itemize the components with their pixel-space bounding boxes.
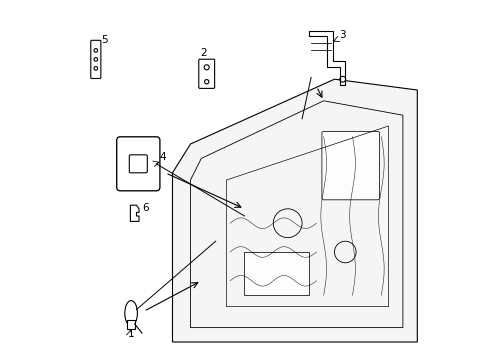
Text: 3: 3 — [338, 30, 345, 40]
Polygon shape — [309, 31, 345, 85]
FancyBboxPatch shape — [199, 59, 214, 88]
Text: 5: 5 — [101, 35, 108, 45]
Text: 1: 1 — [127, 329, 134, 339]
Text: 4: 4 — [160, 152, 166, 162]
FancyBboxPatch shape — [91, 40, 101, 78]
FancyBboxPatch shape — [321, 131, 379, 200]
Text: 6: 6 — [142, 203, 148, 213]
Bar — [244, 252, 309, 295]
Text: 2: 2 — [200, 48, 207, 58]
FancyBboxPatch shape — [117, 137, 160, 191]
Ellipse shape — [124, 301, 137, 326]
Bar — [127, 320, 134, 329]
FancyBboxPatch shape — [129, 155, 147, 173]
Polygon shape — [130, 205, 139, 221]
Polygon shape — [172, 79, 416, 342]
